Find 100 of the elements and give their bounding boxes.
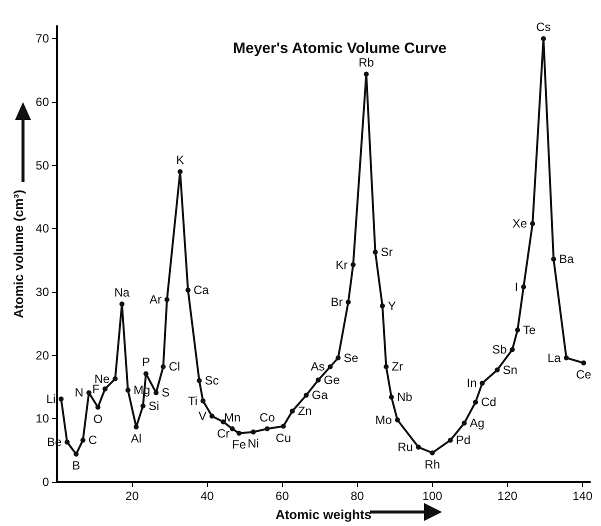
point xyxy=(160,364,166,370)
point xyxy=(64,440,70,445)
point xyxy=(125,388,130,393)
data-label: B xyxy=(72,458,80,473)
data-label: C xyxy=(88,433,98,448)
x-tick-label: 20 xyxy=(125,489,140,503)
point xyxy=(480,380,485,386)
data-label: Cl xyxy=(168,360,180,374)
data-label: Na xyxy=(114,286,130,300)
point xyxy=(494,367,500,372)
y-tick-label: 30 xyxy=(36,285,50,299)
x-tick-label: 140 xyxy=(572,489,593,503)
y-tick-label: 40 xyxy=(36,222,50,236)
y-tick-label: 50 xyxy=(36,158,50,172)
point xyxy=(112,376,118,382)
data-label: Cd xyxy=(481,395,496,410)
data-label: Zr xyxy=(392,360,404,374)
data-label: I xyxy=(514,280,518,294)
data-label: Mo xyxy=(375,412,392,427)
data-label: Sb xyxy=(492,342,508,357)
point xyxy=(220,419,226,424)
point xyxy=(346,300,351,305)
data-label: Al xyxy=(130,431,142,446)
point xyxy=(304,392,309,398)
data-label: V xyxy=(198,409,207,424)
data-label: Cu xyxy=(276,430,292,445)
data-label: Sr xyxy=(380,245,393,260)
data-label: Rb xyxy=(358,56,374,70)
point xyxy=(178,169,183,174)
data-label: Te xyxy=(523,323,536,337)
y-tick-label: 0 xyxy=(42,475,50,489)
data-label: Ni xyxy=(248,436,259,450)
data-label: O xyxy=(93,412,103,426)
data-label: Cr xyxy=(216,426,230,440)
data-label: S xyxy=(162,386,170,400)
data-label: Ti xyxy=(188,394,198,408)
point xyxy=(521,284,526,290)
point xyxy=(140,404,146,408)
data-label: Cs xyxy=(536,20,551,34)
point xyxy=(551,256,556,262)
data-label: As xyxy=(310,360,325,374)
data-label: Fe xyxy=(232,438,246,452)
point xyxy=(200,398,206,404)
data-label: K xyxy=(176,153,184,168)
point xyxy=(388,394,394,400)
data-label: Br xyxy=(330,295,343,310)
point xyxy=(380,303,385,308)
point xyxy=(236,430,242,436)
point xyxy=(473,400,478,405)
x-tick-label: 100 xyxy=(422,489,443,503)
y-tick-label: 60 xyxy=(36,95,50,109)
data-label: Mn xyxy=(224,410,241,424)
data-label: Ru xyxy=(398,440,413,454)
data-label: Y xyxy=(388,298,396,313)
point xyxy=(372,250,378,255)
point xyxy=(196,378,202,384)
point xyxy=(134,424,139,430)
point xyxy=(448,438,453,443)
point xyxy=(230,426,235,432)
data-label: Ca xyxy=(194,283,210,298)
x-tick-label: 120 xyxy=(497,489,518,503)
text: Meyer's Atomic Volume Curve xyxy=(233,40,447,57)
point xyxy=(581,360,586,366)
point xyxy=(564,355,569,360)
point xyxy=(384,364,389,370)
data-label: Nb xyxy=(396,390,413,404)
point xyxy=(119,302,124,307)
point xyxy=(264,426,270,432)
point xyxy=(350,262,356,268)
point xyxy=(143,371,148,376)
x-axis-title: Atomic weights xyxy=(275,507,372,522)
point xyxy=(364,72,369,77)
x-tick-label: 40 xyxy=(200,489,214,503)
data-label: La xyxy=(547,350,562,365)
point xyxy=(102,386,108,392)
point xyxy=(416,444,421,450)
y-tick-label: 70 xyxy=(36,32,50,46)
point xyxy=(154,390,159,396)
point xyxy=(394,417,400,422)
data-label: Zn xyxy=(298,404,312,418)
data-label: Ba xyxy=(559,252,574,266)
point xyxy=(210,414,215,419)
point xyxy=(430,450,435,456)
x-tick-label: 80 xyxy=(350,489,364,503)
data-label: N xyxy=(74,386,84,400)
data-label: Li xyxy=(46,392,56,406)
data-label: P xyxy=(142,355,150,370)
y-axis-title: Atomic volume (cm³) xyxy=(10,190,26,318)
point xyxy=(186,288,190,293)
data-label: Ge xyxy=(324,373,340,388)
data-label: Co xyxy=(260,410,276,424)
point xyxy=(280,424,286,429)
x-tick-label: 60 xyxy=(276,489,290,503)
point xyxy=(250,429,256,434)
data-label: Rh xyxy=(424,457,440,472)
point xyxy=(540,36,546,42)
point xyxy=(515,328,520,332)
y-tick-label: 10 xyxy=(36,412,50,426)
point xyxy=(462,420,467,426)
data-label: Sc xyxy=(204,374,219,388)
